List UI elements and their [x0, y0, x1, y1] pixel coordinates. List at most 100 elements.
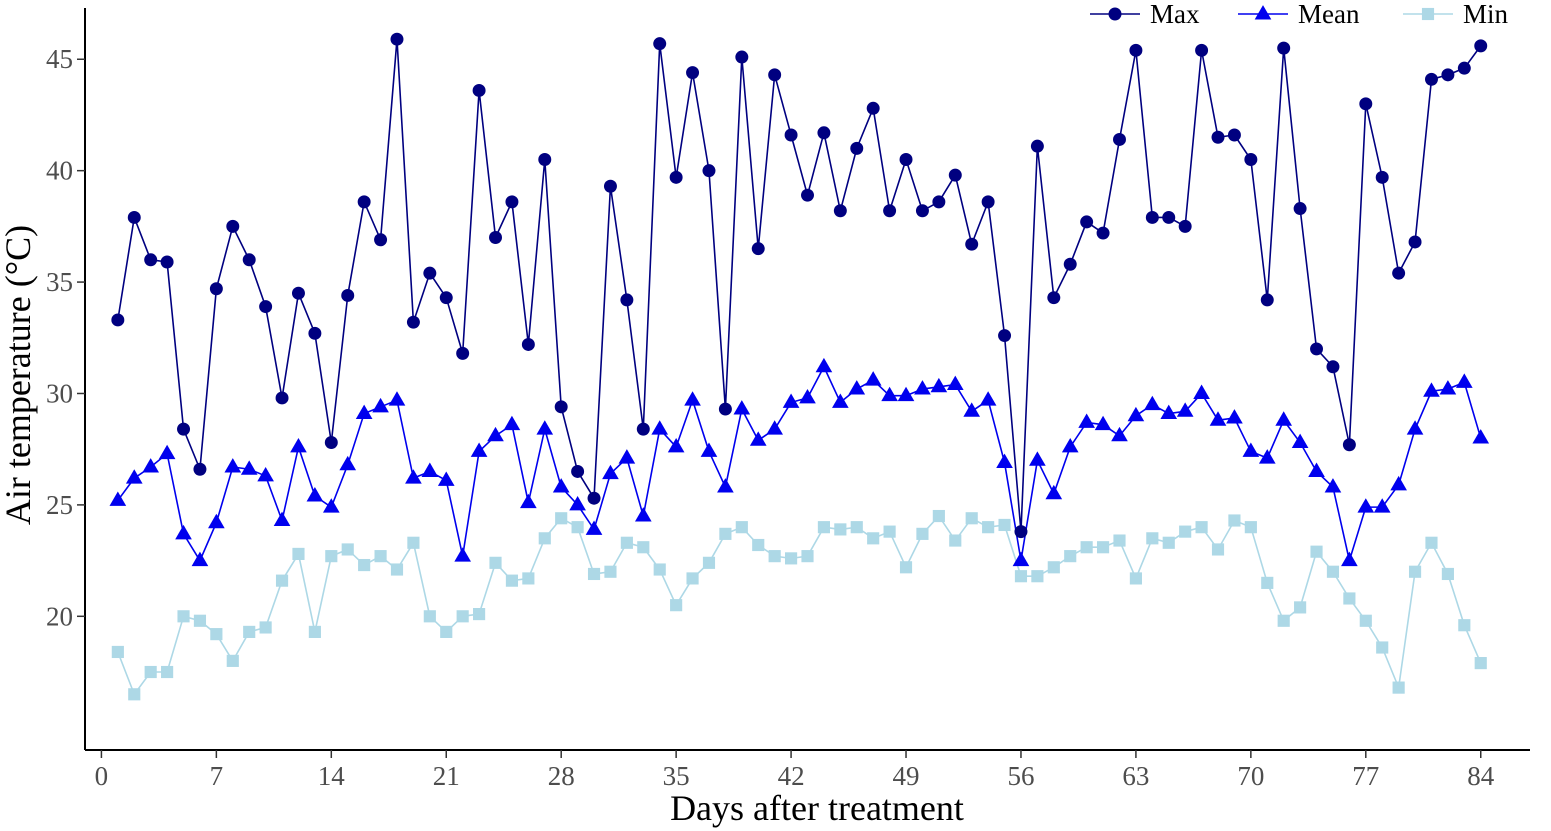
data-point-max — [489, 231, 502, 244]
data-point-mean — [1291, 433, 1309, 448]
legend: Max Mean Min — [1090, 0, 1509, 29]
data-point-mean — [1242, 442, 1260, 457]
data-point-max — [587, 491, 601, 505]
data-point-min — [686, 572, 699, 585]
data-point-max — [801, 188, 814, 202]
data-point-max — [1211, 130, 1225, 144]
data-point-min — [1458, 619, 1471, 632]
data-point-max — [554, 400, 568, 414]
x-tick-label: 7 — [210, 761, 224, 791]
data-point-max — [1047, 291, 1061, 305]
data-point-min — [1113, 534, 1126, 547]
data-point-min — [473, 608, 486, 621]
data-point-mean — [815, 357, 833, 373]
data-point-max — [357, 195, 371, 209]
data-point-min — [1179, 525, 1192, 538]
data-point-min — [1376, 641, 1389, 654]
data-point-min — [111, 645, 124, 659]
data-point-min — [128, 688, 141, 701]
data-point-min — [620, 536, 633, 549]
data-point-min — [456, 610, 469, 623]
data-point-min — [801, 550, 814, 563]
legend-label-max: Max — [1150, 0, 1200, 29]
data-point-min — [522, 572, 535, 585]
data-point-mean — [963, 402, 981, 417]
data-point-mean — [946, 375, 964, 391]
data-point-min — [752, 538, 765, 552]
data-point-min — [1064, 550, 1077, 563]
data-point-max — [981, 195, 995, 209]
data-point-max — [177, 422, 191, 436]
data-point-min — [1474, 657, 1487, 670]
y-tick-label: 20 — [46, 601, 73, 631]
data-point-min — [998, 518, 1011, 532]
data-point-mean — [421, 462, 439, 477]
data-point-mean — [979, 391, 997, 406]
data-point-min — [308, 625, 321, 638]
data-point-min — [571, 521, 584, 534]
data-point-min — [949, 534, 962, 547]
x-tick-label: 77 — [1352, 761, 1379, 791]
data-point-min — [1359, 614, 1372, 627]
data-point-min — [440, 625, 453, 638]
data-point-max — [1277, 41, 1291, 55]
data-point-min — [637, 541, 650, 554]
data-point-max — [111, 313, 125, 327]
data-point-max — [242, 253, 256, 267]
data-point-max — [883, 204, 897, 218]
data-point-max — [275, 391, 289, 405]
plot-area — [109, 32, 1490, 701]
data-point-max — [291, 286, 305, 300]
data-point-mean — [552, 478, 570, 493]
data-point-max — [160, 255, 174, 269]
data-point-max — [1145, 210, 1159, 224]
x-tick-label: 0 — [95, 761, 109, 791]
data-point-mean — [618, 449, 636, 464]
data-point-min — [1080, 541, 1093, 554]
data-point-max — [1375, 170, 1389, 184]
data-point-max — [1457, 61, 1471, 75]
data-point-mean — [667, 438, 685, 453]
x-tick-label: 49 — [893, 761, 920, 791]
data-point-max — [1310, 342, 1324, 356]
data-point-max — [686, 66, 700, 80]
data-point-mean — [1078, 413, 1095, 428]
data-point-max — [932, 195, 946, 209]
data-point-mean — [158, 444, 176, 460]
data-point-max — [521, 337, 535, 351]
data-point-max — [1392, 266, 1406, 280]
y-tick-label: 45 — [46, 44, 73, 74]
data-point-min — [1096, 541, 1110, 554]
data-point-max — [653, 37, 667, 51]
data-point-mean — [355, 404, 373, 420]
data-point-max — [1096, 226, 1110, 240]
data-point-mean — [125, 469, 143, 484]
data-point-mean — [832, 393, 849, 408]
data-point-min — [358, 558, 371, 572]
data-point-min — [226, 654, 239, 667]
x-tick-label: 84 — [1467, 761, 1495, 791]
data-point-mean — [322, 498, 340, 513]
data-point-mean — [240, 460, 258, 475]
data-point-max — [718, 402, 732, 416]
data-point-min — [275, 574, 289, 587]
data-point-mean — [1176, 402, 1194, 417]
data-point-mean — [1406, 420, 1424, 435]
x-tick-label: 63 — [1122, 761, 1149, 791]
data-point-min — [407, 536, 420, 549]
data-point-mean — [996, 453, 1013, 469]
data-point-mean — [634, 507, 652, 522]
data-point-mean — [257, 466, 274, 482]
x-tick-label: 70 — [1237, 761, 1264, 791]
data-point-max — [209, 282, 223, 296]
series-mean — [109, 357, 1490, 567]
data-point-max — [915, 204, 929, 218]
data-point-mean — [405, 469, 422, 484]
series-max — [111, 32, 1488, 539]
data-point-max — [1227, 128, 1241, 142]
data-point-mean — [848, 380, 866, 395]
data-point-max — [768, 68, 782, 82]
data-point-min — [423, 610, 436, 623]
data-point-max — [439, 291, 453, 305]
data-point-mean — [1209, 411, 1227, 426]
